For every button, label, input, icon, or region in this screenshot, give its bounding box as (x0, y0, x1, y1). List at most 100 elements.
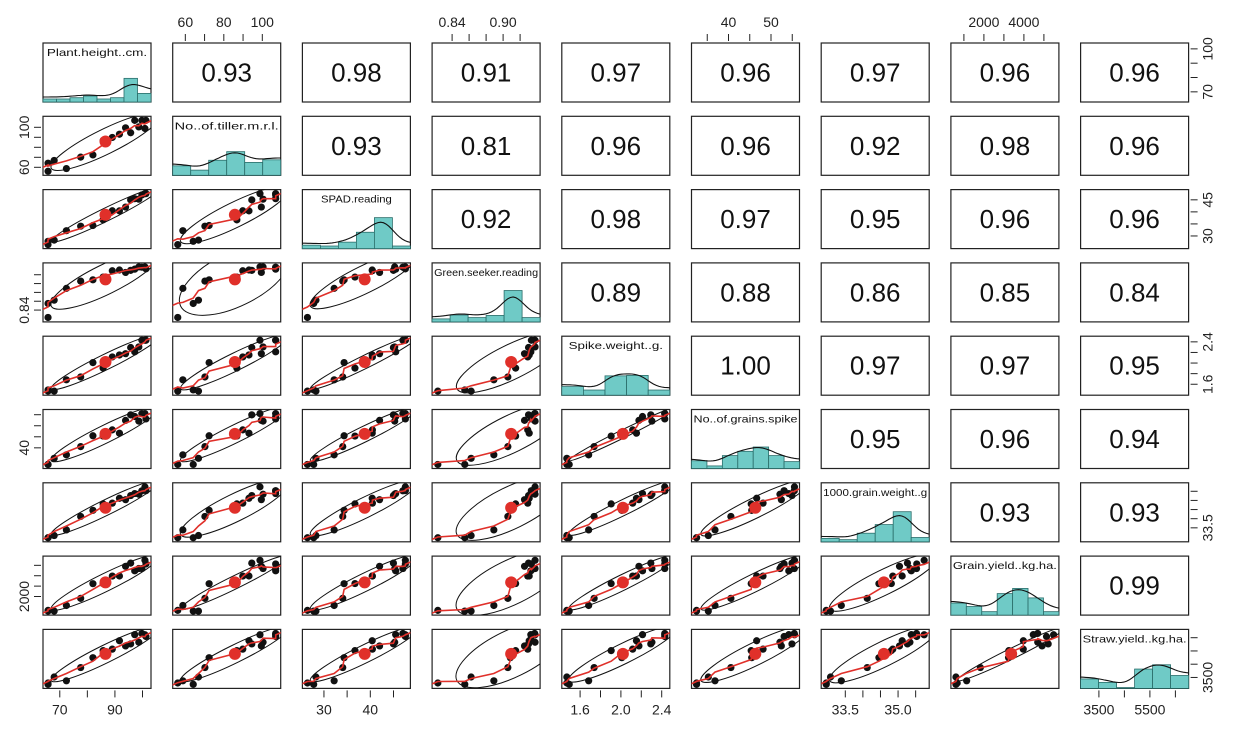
axis-tick-label: 45 (1200, 192, 1216, 208)
histogram-bar (123, 77, 138, 103)
data-point (248, 343, 256, 352)
axis-tick-label: 30 (316, 701, 332, 717)
panel-plot-area (432, 482, 541, 542)
panel-frame (820, 189, 930, 250)
correlation-value: 0.85 (980, 277, 1031, 307)
panel-6-3 (431, 482, 541, 543)
panel-7-5 (690, 555, 801, 616)
data-point (753, 637, 761, 645)
data-point (245, 351, 253, 359)
top-axis: 2000 4000 (963, 14, 1045, 41)
histogram-bar (190, 169, 210, 176)
panel-2-6: 0.95 (820, 189, 930, 250)
panel-6-6: 1000.grain.weight..g (820, 482, 930, 543)
data-point (174, 240, 182, 249)
panel-frame (561, 115, 671, 176)
histogram-bar (561, 386, 584, 396)
center-point (505, 427, 518, 440)
bottom-axis: 1.6 2.0 2.4 (570, 690, 672, 717)
data-point (50, 156, 58, 165)
panel-1-0 (42, 115, 152, 176)
histogram-bar (449, 314, 469, 323)
correlation-value: 0.93 (1109, 497, 1160, 527)
data-point (248, 196, 256, 204)
correlation-ellipse (50, 116, 151, 171)
axis-tick-label: 90 (107, 701, 123, 717)
panel-1-2: 0.93 (301, 115, 411, 176)
correlation-value: 0.98 (590, 204, 641, 234)
histogram-bar (783, 461, 800, 469)
top-axis: 40 50 (706, 14, 793, 41)
left-axis: 0.84 (16, 274, 41, 324)
loess-smoother (172, 564, 281, 613)
panel-4-7: 0.97 (950, 335, 1060, 396)
panel-3-8: 0.84 (1079, 262, 1190, 323)
axis-tick-label: 2000 (968, 14, 999, 30)
loess-smoother (432, 562, 541, 615)
data-point (780, 632, 788, 641)
variable-label: Green.seeker.reading (434, 267, 538, 279)
loess-smoother (821, 631, 930, 685)
panel-frame (820, 335, 930, 396)
data-point (632, 429, 641, 437)
data-point (520, 416, 529, 424)
panel-plot-area (43, 556, 151, 615)
data-point (648, 417, 656, 425)
axis-tick-label: 2.4 (652, 701, 672, 717)
panel-plot-area (432, 629, 541, 689)
data-point (194, 454, 203, 462)
panel-plot-area (172, 189, 281, 249)
histogram-bar (319, 245, 339, 250)
loess-smoother (172, 341, 281, 391)
center-point (877, 647, 890, 660)
data-point (1034, 629, 1042, 638)
panel-frame (690, 189, 801, 250)
variable-label: SPAD.reading (321, 194, 392, 206)
data-point (205, 580, 213, 588)
loess-smoother (691, 634, 800, 685)
data-point (340, 654, 348, 662)
panel-frame (42, 335, 152, 396)
loess-smoother (302, 264, 411, 311)
loess-smoother (432, 487, 541, 541)
loess-smoother (561, 486, 670, 541)
histogram-bar (485, 315, 505, 323)
panel-8-1 (172, 628, 282, 690)
panel-0-3: 0.91 (431, 42, 541, 103)
histogram-bar (856, 532, 876, 543)
panel-4-1 (172, 335, 282, 396)
correlation-ellipse (179, 189, 281, 245)
panel-frame (690, 262, 801, 323)
data-point (340, 506, 348, 514)
panel-plot-area (302, 482, 411, 542)
panel-3-0 (42, 262, 152, 323)
axis-tick-label: 60 (178, 14, 194, 30)
loess-smoother (302, 561, 411, 614)
data-point (375, 416, 384, 424)
data-point (62, 526, 70, 534)
data-point (194, 236, 203, 244)
center-point (1005, 647, 1018, 660)
axis-tick-label: 0.90 (489, 14, 516, 30)
data-point (375, 562, 384, 570)
data-point (788, 640, 796, 648)
loess-smoother (43, 191, 151, 246)
bottom-axis: 30 40 (316, 690, 394, 717)
data-point (141, 124, 149, 133)
correlation-value: 0.93 (331, 131, 382, 161)
data-point (194, 531, 203, 540)
panel-2-1 (172, 189, 282, 250)
data-point (62, 601, 70, 610)
data-point (303, 313, 312, 322)
data-point (257, 203, 265, 211)
panel-frame (820, 408, 930, 470)
panel-0-6: 0.97 (820, 42, 930, 103)
loess-smoother (561, 631, 670, 685)
data-point (790, 556, 799, 564)
data-point (245, 207, 253, 215)
data-point (590, 594, 598, 602)
panel-plot-area (561, 482, 670, 542)
panel-frame (1079, 555, 1190, 616)
panel-frame (561, 189, 671, 250)
histogram-bar (1134, 668, 1153, 689)
